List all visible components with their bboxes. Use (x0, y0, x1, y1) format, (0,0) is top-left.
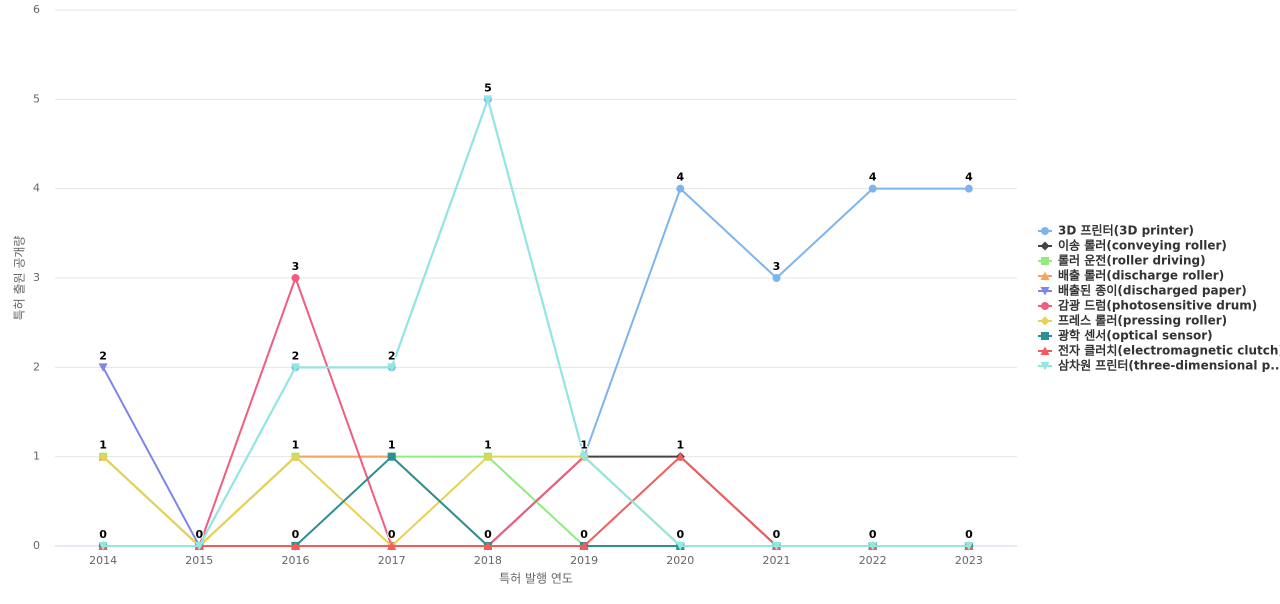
legend-label: 전자 클러치(electromagnetic clutch) (1058, 343, 1280, 358)
legend-label: 감광 드럼(photosensitive drum) (1058, 298, 1257, 313)
y-tick-label: 2 (33, 360, 40, 373)
y-tick-label: 5 (33, 92, 40, 105)
data-label: 0 (99, 528, 107, 541)
point (868, 184, 877, 193)
legend-symbol (1040, 241, 1050, 251)
x-tick-label: 2016 (282, 554, 310, 567)
data-label: 3 (292, 260, 300, 273)
data-label: 1 (580, 439, 588, 452)
data-label: 1 (99, 439, 107, 452)
data-label: 4 (676, 171, 684, 184)
data-label: 4 (869, 171, 877, 184)
point (387, 541, 397, 550)
x-tick-label: 2023 (955, 554, 983, 567)
x-axis-title: 특허 발행 연도 (499, 571, 573, 586)
x-tick-label: 2015 (185, 554, 213, 567)
legend-label: 롤러 운전(roller driving) (1058, 253, 1206, 268)
legend-label: 배출 롤러(discharge roller) (1058, 268, 1224, 283)
y-tick-label: 0 (33, 539, 40, 552)
point (387, 363, 397, 372)
legend-label: 프레스 롤러(pressing roller) (1058, 313, 1227, 328)
point (98, 452, 108, 462)
legend-label: 배출된 종이(discharged paper) (1058, 283, 1247, 298)
series (98, 95, 974, 551)
data-label: 1 (676, 439, 684, 452)
data-label: 1 (388, 439, 396, 452)
series (99, 274, 973, 550)
y-tick-label: 1 (33, 450, 40, 463)
legend-symbol (1040, 287, 1050, 296)
x-tick-label: 2021 (763, 554, 791, 567)
legend-symbol (1040, 316, 1050, 326)
point (964, 184, 973, 193)
data-label: 0 (195, 528, 203, 541)
legend-label: 3D 프린터(3D printer) (1058, 223, 1194, 238)
point (387, 452, 396, 461)
point (675, 542, 685, 551)
x-tick-label: 2020 (666, 554, 694, 567)
legend-symbol (1041, 332, 1049, 340)
point (291, 541, 300, 550)
x-tick-label: 2014 (89, 554, 117, 567)
series (99, 95, 973, 550)
data-label: 0 (484, 528, 492, 541)
data-label: 3 (773, 260, 781, 273)
point (772, 542, 781, 551)
point (291, 274, 300, 282)
legend-symbol (1041, 302, 1049, 310)
y-axis-title: 특허 출원 공개량 (13, 236, 27, 321)
legend-label: 이송 롤러(conveying roller) (1058, 238, 1227, 253)
data-label: 0 (388, 528, 396, 541)
legend-symbol (1040, 346, 1050, 355)
legend-symbol (1041, 257, 1049, 265)
data-label: 0 (869, 528, 877, 541)
y-tick-label: 4 (33, 182, 40, 195)
y-tick-label: 6 (33, 3, 40, 16)
data-label: 0 (965, 528, 973, 541)
point (483, 95, 493, 104)
legend-label: 광학 센서(optical sensor) (1058, 328, 1213, 343)
x-tick-label: 2017 (378, 554, 406, 567)
point (579, 541, 589, 550)
data-label: 0 (676, 528, 684, 541)
data-label: 1 (484, 439, 492, 452)
data-label: 2 (99, 349, 107, 362)
line (103, 95, 969, 547)
point (98, 542, 108, 551)
line (103, 95, 969, 547)
x-tick-label: 2022 (859, 554, 887, 567)
point (194, 542, 204, 551)
legend-symbol (1040, 362, 1050, 371)
point (483, 452, 493, 462)
data-label: 1 (292, 439, 300, 452)
data-label: 5 (484, 81, 492, 94)
data-label: 0 (580, 528, 588, 541)
data-label: 0 (292, 528, 300, 541)
point (964, 542, 974, 551)
point (291, 363, 300, 372)
data-label: 4 (965, 171, 973, 184)
line (103, 275, 969, 547)
legend-label: 삼차원 프린터(three-dimensional p... (1058, 358, 1280, 373)
legend-symbol (1040, 271, 1050, 280)
data-label: 2 (292, 349, 300, 362)
point (98, 363, 108, 372)
point (676, 184, 685, 193)
x-tick-label: 2018 (474, 554, 502, 567)
legend-symbol (1041, 227, 1049, 235)
point (675, 452, 685, 461)
data-label: 2 (388, 349, 396, 362)
x-tick-label: 2019 (570, 554, 598, 567)
point (291, 452, 300, 462)
point (868, 542, 878, 551)
y-tick-label: 3 (33, 271, 40, 284)
data-label: 0 (773, 528, 781, 541)
point (772, 274, 781, 282)
point (483, 541, 493, 550)
point (579, 452, 589, 462)
